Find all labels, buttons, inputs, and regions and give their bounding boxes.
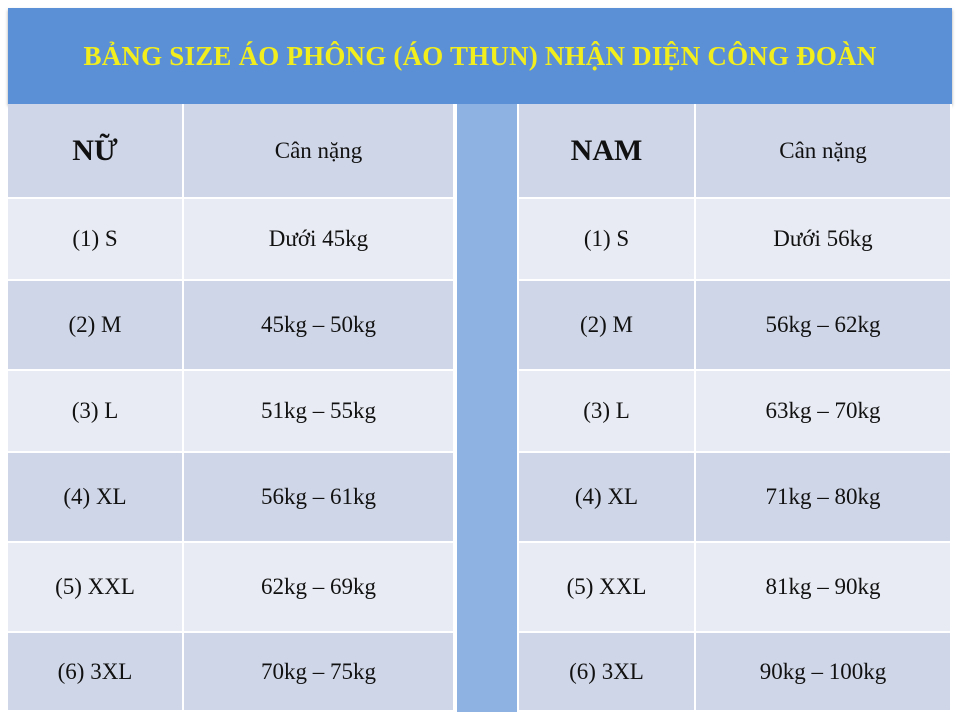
female-weight-cell: 51kg – 55kg <box>184 371 455 453</box>
male-weight-cell: Dưới 56kg <box>696 199 952 281</box>
male-size-cell: (6) 3XL <box>519 633 696 712</box>
male-size-cell: (4) XL <box>519 453 696 543</box>
male-column-header: NAM <box>519 104 696 199</box>
male-weight-header: Cân nặng <box>696 104 952 199</box>
page-title: BẢNG SIZE ÁO PHÔNG (ÁO THUN) NHẬN DIỆN C… <box>83 40 877 71</box>
male-weight-cell: 71kg – 80kg <box>696 453 952 543</box>
female-size-cell: (6) 3XL <box>8 633 184 712</box>
male-weight-cell: 90kg – 100kg <box>696 633 952 712</box>
column-divider <box>455 104 519 712</box>
male-size-cell: (5) XXL <box>519 543 696 633</box>
female-size-cell: (5) XXL <box>8 543 184 633</box>
female-weight-header: Cân nặng <box>184 104 455 199</box>
female-weight-cell: 62kg – 69kg <box>184 543 455 633</box>
male-weight-cell: 56kg – 62kg <box>696 281 952 371</box>
male-size-cell: (2) M <box>519 281 696 371</box>
title-banner: BẢNG SIZE ÁO PHÔNG (ÁO THUN) NHẬN DIỆN C… <box>8 8 952 104</box>
female-size-cell: (1) S <box>8 199 184 281</box>
female-size-cell: (3) L <box>8 371 184 453</box>
female-size-cell: (4) XL <box>8 453 184 543</box>
male-size-cell: (3) L <box>519 371 696 453</box>
size-table: NỮ Cân nặng NAM Cân nặng (1) S Dưới 45kg… <box>8 104 952 712</box>
male-weight-cell: 63kg – 70kg <box>696 371 952 453</box>
male-weight-cell: 81kg – 90kg <box>696 543 952 633</box>
female-column-header: NỮ <box>8 104 184 199</box>
female-weight-cell: 45kg – 50kg <box>184 281 455 371</box>
female-weight-cell: Dưới 45kg <box>184 199 455 281</box>
female-weight-cell: 56kg – 61kg <box>184 453 455 543</box>
female-weight-cell: 70kg – 75kg <box>184 633 455 712</box>
female-size-cell: (2) M <box>8 281 184 371</box>
male-size-cell: (1) S <box>519 199 696 281</box>
